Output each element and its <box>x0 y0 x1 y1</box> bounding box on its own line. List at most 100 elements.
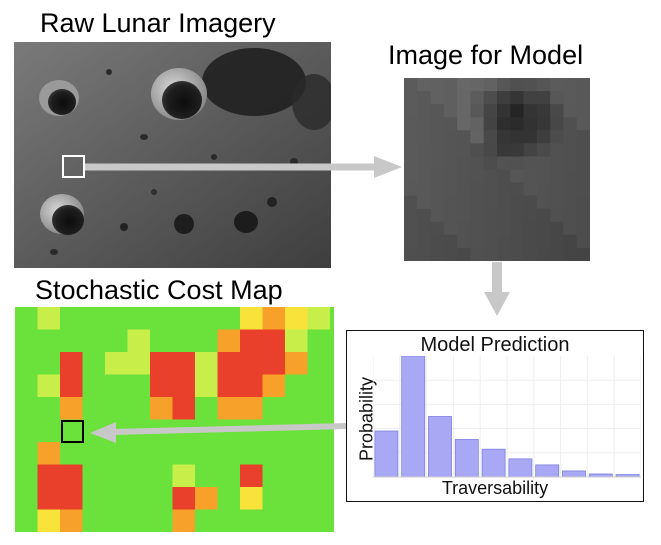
model-pixel <box>563 182 578 197</box>
histogram-bar <box>481 448 506 478</box>
cost-cell <box>285 307 308 330</box>
model-pixel <box>510 182 525 197</box>
model-pixel <box>483 221 498 236</box>
model-image-title: Image for Model <box>388 40 584 70</box>
model-pixel <box>417 117 432 131</box>
model-pixel <box>417 247 432 261</box>
model-pixel <box>470 104 485 118</box>
model-pixel <box>576 234 590 249</box>
model-pixel <box>443 234 458 249</box>
model-pixel <box>563 117 578 131</box>
cost-map-title: Stochastic Cost Map <box>35 275 283 305</box>
model-pixel <box>563 78 578 92</box>
cost-cell-highlight <box>61 420 84 443</box>
model-pixel <box>457 78 471 92</box>
cost-cell <box>262 329 285 352</box>
model-pixel <box>563 234 578 249</box>
model-pixel <box>457 169 471 184</box>
model-pixel <box>510 247 525 261</box>
model-pixel <box>563 104 578 118</box>
model-pixel <box>523 195 538 210</box>
cost-cell <box>127 329 150 352</box>
cost-cell <box>307 307 330 330</box>
model-pixel <box>563 156 578 170</box>
cost-cell <box>60 509 83 532</box>
cost-cell <box>150 352 173 375</box>
model-pixel <box>443 130 458 144</box>
model-pixel <box>457 117 471 131</box>
model-pixel <box>510 78 525 92</box>
model-pixel <box>550 78 564 92</box>
model-pixel <box>457 130 471 144</box>
prediction-title: Model Prediction <box>420 334 570 356</box>
model-pixel <box>457 91 471 105</box>
cost-cell <box>195 487 218 510</box>
model-pixel <box>510 104 525 118</box>
prediction-xlabel: Traversability <box>441 478 549 498</box>
model-pixel <box>523 91 538 105</box>
cost-cell <box>150 374 173 397</box>
model-pixel <box>536 130 551 144</box>
model-pixel <box>497 143 511 157</box>
cost-cell <box>285 329 308 352</box>
model-pixel <box>470 169 485 184</box>
model-pixel <box>536 247 551 261</box>
model-pixel <box>536 169 551 184</box>
cost-cell <box>240 307 263 330</box>
model-pixel <box>536 182 551 197</box>
model-pixel <box>550 117 564 131</box>
model-pixel <box>510 169 525 184</box>
cost-cell <box>60 374 83 397</box>
model-pixel <box>550 91 564 105</box>
model-pixel <box>430 104 445 118</box>
model-pixel <box>550 221 564 236</box>
model-pixel <box>510 156 525 170</box>
cost-cell <box>172 374 195 397</box>
model-pixel <box>457 143 471 157</box>
model-pixel <box>470 156 485 170</box>
model-pixel <box>536 78 551 92</box>
model-pixel <box>536 104 551 118</box>
model-pixel <box>443 247 458 261</box>
model-pixel <box>443 143 458 157</box>
cost-cell <box>240 352 263 375</box>
model-pixel <box>443 182 458 197</box>
cost-cell <box>37 509 60 532</box>
model-pixel <box>430 247 445 261</box>
model-pixel <box>536 91 551 105</box>
model-pixel <box>550 182 564 197</box>
cost-map <box>15 307 334 532</box>
model-pixel <box>523 182 538 197</box>
cost-cell <box>240 374 263 397</box>
model-pixel <box>576 130 590 144</box>
model-pixel <box>497 104 511 118</box>
model-pixel <box>483 130 498 144</box>
model-pixel <box>457 247 471 261</box>
model-pixel <box>417 91 432 105</box>
model-pixel <box>550 208 564 223</box>
model-pixel <box>457 221 471 236</box>
cost-cell <box>172 487 195 510</box>
model-pixel <box>523 221 538 236</box>
model-pixel <box>430 130 445 144</box>
model-pixel <box>457 195 471 210</box>
cost-cell <box>127 352 150 375</box>
model-pixel <box>576 104 590 118</box>
model-pixel <box>523 78 538 92</box>
model-pixel <box>510 91 525 105</box>
cost-cell <box>37 374 60 397</box>
model-pixel <box>404 156 418 170</box>
model-pixel <box>510 221 525 236</box>
model-pixel <box>497 130 511 144</box>
model-pixel <box>483 117 498 131</box>
histogram-bar <box>454 439 479 478</box>
model-pixel <box>523 234 538 249</box>
cost-cell <box>262 352 285 375</box>
model-pixel <box>497 169 511 184</box>
cost-cell <box>262 307 285 330</box>
model-pixel <box>417 169 432 184</box>
model-pixel <box>470 117 485 131</box>
cost-cell <box>105 352 128 375</box>
histogram-bar <box>374 430 399 478</box>
model-pixel <box>417 221 432 236</box>
